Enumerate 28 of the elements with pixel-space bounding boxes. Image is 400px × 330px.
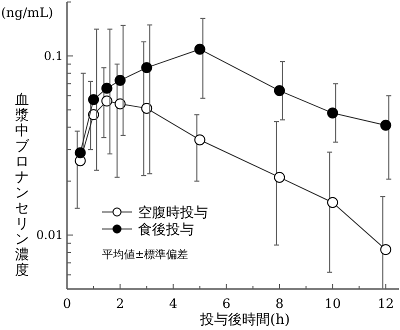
point (141, 62, 152, 74)
point (380, 120, 392, 131)
point (101, 82, 112, 94)
point (274, 172, 285, 183)
x-tick-label: 10 (324, 297, 341, 312)
y-tick-label: 0.01 (36, 228, 63, 242)
point (380, 244, 392, 256)
y-tick-label: 0.1 (44, 48, 63, 63)
x-tick-label: 12 (377, 297, 394, 312)
x-tick-label: 8 (275, 297, 284, 312)
x-tick-label: 6 (222, 297, 230, 312)
point (274, 85, 285, 96)
point (327, 108, 338, 119)
annotation: 平均値±標準偏差 (102, 248, 188, 261)
x-tick-label: 2 (116, 297, 124, 312)
point (194, 44, 206, 55)
x-tick-label: 0 (62, 297, 72, 312)
text: 血漿中ブロナンセリン濃度 (15, 92, 29, 278)
text: (ng/mL) (1, 6, 54, 21)
point (74, 147, 86, 158)
legend-label: 空腹時投与 (138, 205, 208, 221)
x-axis-title: 投与後時間(h) (199, 312, 290, 328)
point (327, 196, 338, 208)
point (88, 94, 100, 106)
point (194, 134, 206, 146)
point (114, 74, 126, 86)
legend-label: 食後投与 (138, 222, 194, 238)
x-tick-label: 4 (169, 297, 178, 312)
